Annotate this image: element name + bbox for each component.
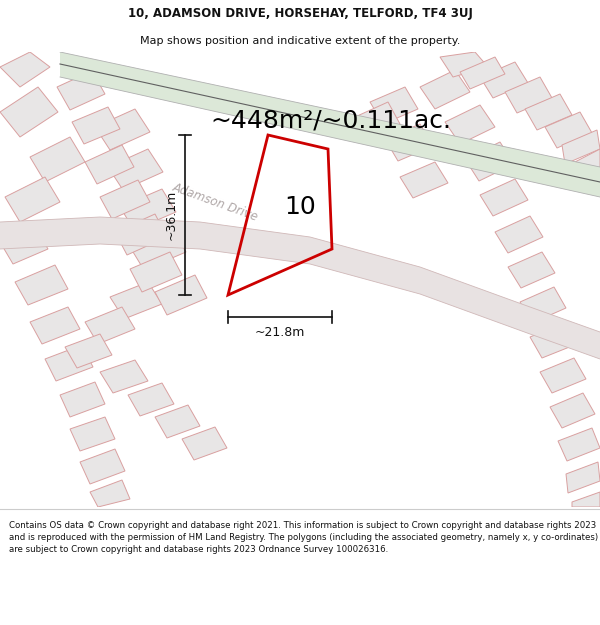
Polygon shape [72,107,120,144]
Text: Adamson Drive: Adamson Drive [170,181,260,224]
Polygon shape [550,393,595,428]
Text: ~36.1m: ~36.1m [164,190,178,240]
Polygon shape [5,177,60,222]
Polygon shape [0,87,58,137]
Polygon shape [420,70,470,109]
Polygon shape [440,52,488,77]
Polygon shape [540,358,586,393]
Polygon shape [495,216,543,253]
Polygon shape [355,102,400,139]
Polygon shape [530,323,577,358]
Polygon shape [128,383,174,416]
Polygon shape [130,229,186,270]
Text: Map shows position and indicative extent of the property.: Map shows position and indicative extent… [140,36,460,46]
Polygon shape [108,149,163,190]
Polygon shape [155,405,200,438]
Polygon shape [120,189,176,230]
Polygon shape [480,179,528,216]
Polygon shape [0,217,600,359]
Polygon shape [460,57,505,89]
Polygon shape [525,94,572,130]
Text: Contains OS data © Crown copyright and database right 2021. This information is : Contains OS data © Crown copyright and d… [9,521,598,554]
Polygon shape [65,334,112,368]
Polygon shape [100,360,148,393]
Polygon shape [110,282,162,319]
Text: 10: 10 [284,195,316,219]
Polygon shape [572,492,600,507]
Polygon shape [0,227,48,264]
Polygon shape [182,427,227,460]
Polygon shape [85,307,135,344]
Polygon shape [465,142,514,181]
Text: ~21.8m: ~21.8m [255,326,305,339]
Text: 10, ADAMSON DRIVE, HORSEHAY, TELFORD, TF4 3UJ: 10, ADAMSON DRIVE, HORSEHAY, TELFORD, TF… [128,6,472,19]
Polygon shape [562,130,600,164]
Polygon shape [115,214,167,255]
Polygon shape [90,480,130,507]
Polygon shape [445,105,495,144]
Polygon shape [480,62,528,98]
Polygon shape [30,307,80,344]
Polygon shape [370,87,418,124]
Polygon shape [15,265,68,305]
Polygon shape [30,137,85,182]
Polygon shape [0,52,50,87]
Polygon shape [100,180,150,219]
Polygon shape [155,275,207,315]
Polygon shape [558,428,600,461]
Polygon shape [505,77,552,113]
Polygon shape [130,252,182,292]
Polygon shape [85,145,134,184]
Polygon shape [80,449,125,484]
Polygon shape [60,52,600,197]
Polygon shape [95,109,150,150]
Polygon shape [520,287,566,323]
Polygon shape [575,149,600,180]
Polygon shape [60,382,105,417]
Polygon shape [70,417,115,451]
Polygon shape [385,124,433,161]
Polygon shape [566,462,600,493]
Polygon shape [57,71,105,110]
Text: ~448m²/~0.111ac.: ~448m²/~0.111ac. [210,108,451,132]
Polygon shape [508,252,555,288]
Polygon shape [45,345,93,381]
Polygon shape [400,162,448,198]
Polygon shape [545,112,592,148]
